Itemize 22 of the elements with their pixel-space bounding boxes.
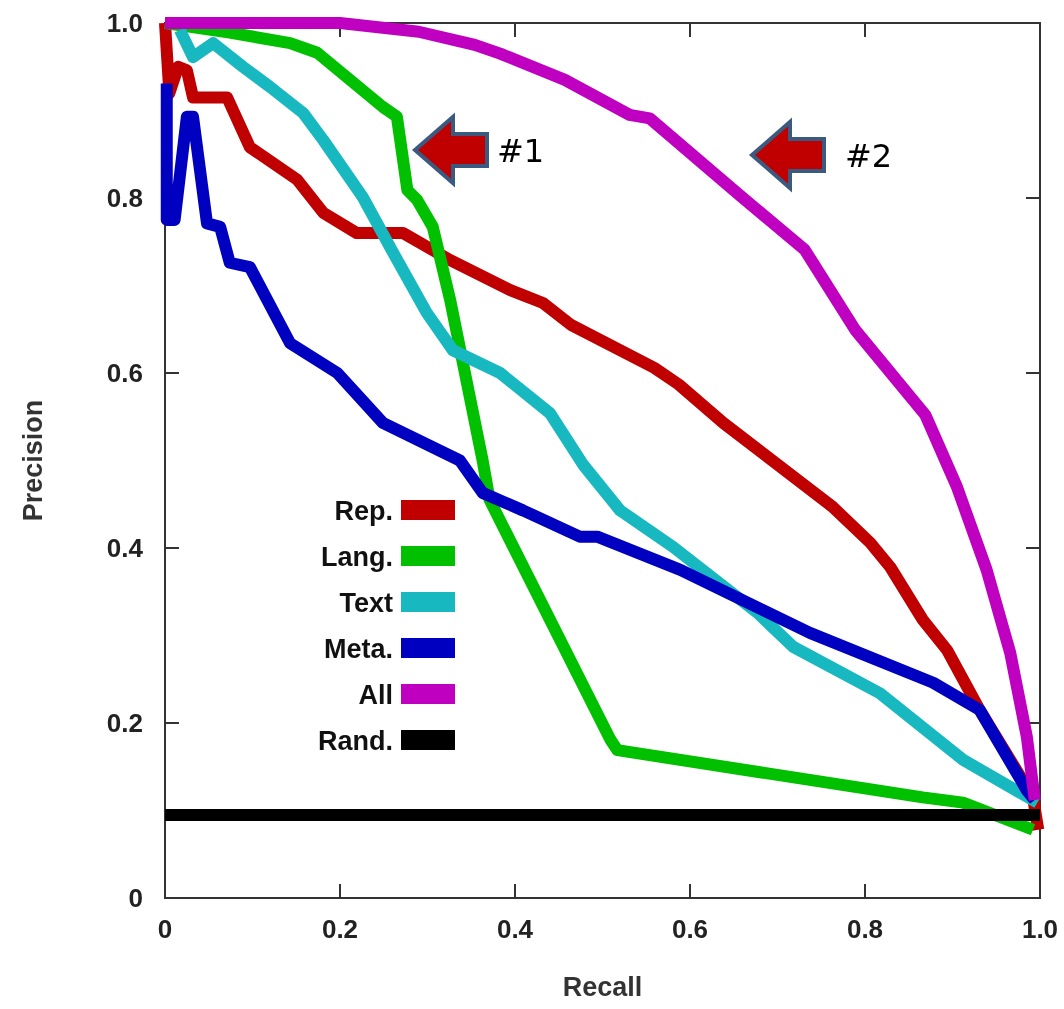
x-axis-title: Recall [562,972,643,1002]
y-axis-title: Precision [18,399,48,522]
x-tick-label: 0.6 [671,914,709,944]
annotation: #1 [497,132,545,170]
y-tick-label: 0.8 [106,183,143,213]
legend-label: Meta. [323,634,393,664]
y-tick-label: 0.4 [106,533,144,563]
legend-label: All [358,680,393,710]
y-tick-label: 0.6 [106,358,143,388]
y-tick-label: 0 [128,883,143,913]
y-tick-label: 0.2 [106,708,143,738]
y-tick-label: 1.0 [106,8,143,38]
legend-label: Rep. [334,496,393,526]
x-tick-label: 0.2 [321,914,359,944]
x-tick-label: 1.0 [1021,914,1059,944]
legend-label: Lang. [321,542,393,572]
x-tick-label: 0.8 [846,914,884,944]
x-tick-label: 0.4 [496,914,534,944]
annotation: #2 [845,137,893,175]
legend-label: Text [339,588,394,618]
x-tick-label: 0 [157,914,173,944]
legend-label: Rand. [317,726,393,756]
